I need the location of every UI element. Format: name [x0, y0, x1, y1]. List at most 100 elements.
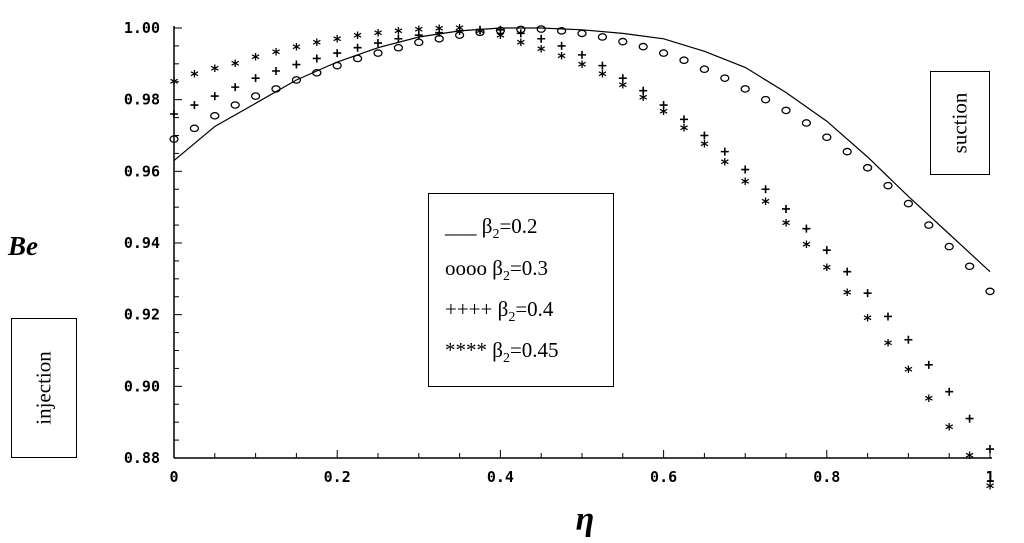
- data-point: [945, 387, 954, 396]
- data-point: [190, 101, 199, 110]
- data-point: [170, 110, 178, 118]
- y-tick-label: 0.92: [124, 306, 160, 324]
- data-point: *: [374, 25, 383, 44]
- data-point: [924, 221, 934, 229]
- legend-symbol: ****: [445, 338, 487, 362]
- x-tick-label: 0.4: [487, 468, 514, 486]
- legend-item: ++++ β2=0.4: [445, 297, 553, 326]
- legend-symbol: ___: [445, 214, 477, 238]
- injection-label: injection: [31, 351, 56, 425]
- data-point: [781, 106, 791, 115]
- data-point: [271, 85, 281, 93]
- data-point: *: [476, 24, 485, 43]
- data-point: [740, 85, 750, 93]
- x-tick-label: 0.6: [650, 468, 677, 486]
- data-point: [577, 29, 587, 38]
- series-circle: [169, 25, 995, 296]
- data-point: *: [782, 215, 791, 234]
- data-point: [373, 49, 383, 57]
- data-point: [741, 165, 750, 174]
- data-point: [557, 41, 566, 50]
- x-tick-label: 0.2: [324, 468, 351, 486]
- data-point: [250, 92, 261, 100]
- data-point: [924, 360, 933, 369]
- data-point: [720, 74, 730, 83]
- data-point: [394, 34, 403, 43]
- data-point: *: [802, 237, 811, 256]
- data-point: [210, 111, 220, 120]
- legend-subscript: 2: [492, 227, 500, 243]
- data-point: [903, 199, 914, 208]
- data-point: *: [884, 335, 893, 354]
- data-point: [618, 37, 628, 46]
- data-point: *: [965, 448, 974, 467]
- data-point: *: [190, 67, 199, 86]
- data-point: [536, 25, 546, 33]
- data-point: [802, 224, 811, 233]
- data-point: [843, 267, 852, 276]
- legend-value: =0.2: [499, 214, 538, 238]
- data-point: [292, 60, 301, 69]
- data-point: [272, 67, 280, 75]
- data-point: [700, 131, 709, 140]
- data-point: *: [700, 136, 709, 155]
- y-tick-label: 1.00: [124, 19, 160, 37]
- data-point: *: [925, 391, 934, 410]
- y-tick-label: 0.96: [124, 162, 160, 180]
- x-tick-label: 0: [169, 468, 178, 486]
- data-point: *: [761, 194, 770, 213]
- legend-item: ___ β2=0.2: [445, 214, 538, 243]
- data-point: *: [333, 31, 342, 50]
- data-point: *: [578, 57, 587, 76]
- x-axis-title: η: [576, 501, 595, 538]
- data-point: *: [415, 22, 424, 41]
- data-point: [231, 83, 240, 92]
- data-point: [312, 54, 321, 63]
- data-point: [516, 29, 525, 38]
- data-point: [291, 76, 302, 84]
- legend-item: oooo β2=0.3: [445, 256, 548, 285]
- data-point: [556, 27, 567, 35]
- data-point: *: [292, 40, 301, 59]
- data-point: [353, 43, 362, 52]
- data-point: *: [680, 120, 689, 139]
- suction-label: suction: [947, 92, 972, 154]
- legend-symbol: ++++: [445, 297, 493, 321]
- suction-label-box: suction: [930, 71, 990, 175]
- data-point: *: [863, 310, 872, 329]
- data-point: *: [823, 260, 832, 279]
- data-point: *: [455, 21, 464, 40]
- data-point: [883, 181, 893, 190]
- legend-value: =0.45: [509, 338, 559, 362]
- data-point: *: [721, 154, 730, 173]
- data-point: [578, 50, 586, 59]
- data-point: *: [231, 56, 240, 75]
- data-point: *: [517, 35, 526, 54]
- y-tick-label: 0.94: [124, 234, 160, 252]
- data-point: [904, 335, 913, 344]
- data-point: [251, 74, 260, 83]
- data-point: *: [394, 24, 403, 43]
- data-point: *: [251, 49, 260, 68]
- data-point: *: [211, 61, 220, 80]
- data-point: [965, 414, 974, 423]
- data-point: [658, 49, 669, 57]
- data-point: *: [353, 28, 362, 47]
- y-tick-label: 0.88: [124, 449, 160, 467]
- data-point: [496, 25, 505, 34]
- data-point: [760, 95, 771, 104]
- y-tick-label: 0.90: [124, 377, 160, 395]
- injection-label-box: injection: [11, 318, 77, 458]
- data-point: [210, 92, 219, 101]
- data-point: [618, 74, 627, 83]
- data-point: [985, 287, 995, 296]
- data-point: [679, 56, 689, 65]
- data-point: [597, 33, 608, 41]
- data-point: [312, 68, 322, 77]
- data-point: [964, 262, 975, 271]
- data-point: [537, 34, 546, 43]
- data-point: [435, 28, 444, 37]
- legend-subscript: 2: [502, 351, 510, 367]
- data-point: [374, 39, 382, 48]
